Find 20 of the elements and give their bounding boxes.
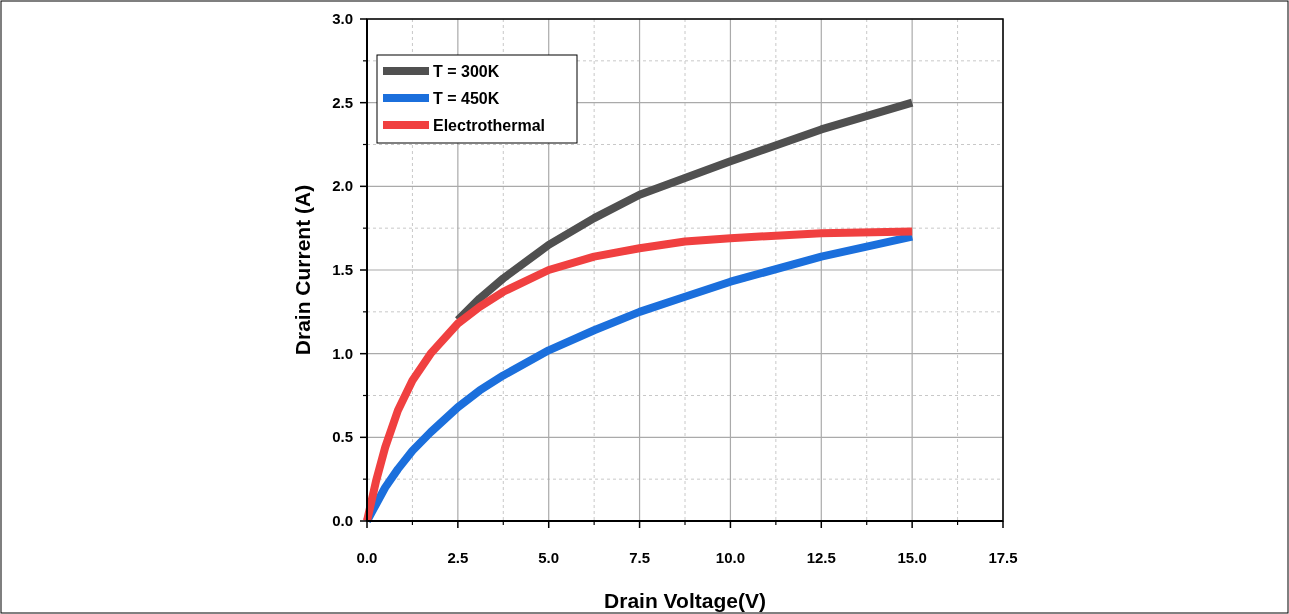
y-tick-label: 0.5	[332, 428, 353, 446]
x-tick-label: 2.5	[447, 549, 469, 566]
y-tick-label: 3.0	[332, 10, 353, 27]
legend-label: T = 450K	[433, 90, 500, 107]
y-tick-label: 1.0	[332, 344, 353, 362]
y-tick-label: 2.5	[332, 93, 353, 111]
x-tick-label: 5.0	[538, 549, 560, 566]
legend-label: T = 300K	[433, 63, 500, 80]
x-tick-label: 7.5	[629, 549, 650, 566]
x-tick-label: 0.0	[356, 549, 378, 566]
x-tick-label: 17.5	[988, 549, 1018, 566]
legend-label: Electrothermal	[433, 117, 546, 134]
x-tick-label: 10.0	[715, 549, 746, 566]
y-tick-label: 0.0	[332, 512, 353, 529]
x-axis-title: Drain Voltage(V)	[604, 589, 766, 612]
y-tick-label: 1.5	[332, 261, 353, 278]
x-tick-label: 12.5	[806, 549, 836, 566]
y-tick-label: 2.0	[332, 177, 353, 195]
x-tick-label: 15.0	[897, 549, 927, 566]
y-axis-title: Drain Current (A)	[291, 184, 314, 356]
